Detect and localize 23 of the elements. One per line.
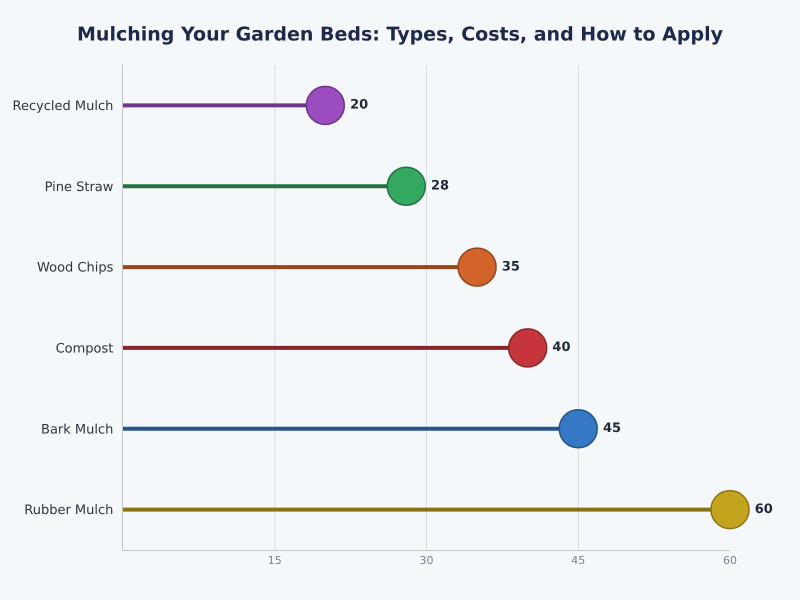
chart-title: Mulching Your Garden Beds: Types, Costs, and How to Apply: [77, 23, 724, 46]
data-label: 20: [350, 98, 368, 113]
x-tick-label: 30: [420, 554, 434, 568]
point: [457, 247, 497, 287]
y-tick-label: Bark Mulch: [41, 422, 114, 438]
point: [386, 166, 426, 206]
data-label: 45: [603, 421, 622, 436]
point: [306, 86, 346, 126]
data-label: 35: [502, 259, 520, 274]
y-tick-label: Wood Chips: [37, 260, 114, 276]
point: [508, 328, 548, 368]
data-label: 28: [431, 178, 450, 194]
y-tick-label: Recycled Mulch: [12, 98, 114, 114]
y-tick-label: Pine Straw: [44, 180, 114, 195]
point: [710, 490, 750, 530]
x-tick-label: 45: [571, 554, 586, 568]
y-tick-label: Compost: [56, 341, 114, 356]
data-label: 40: [552, 340, 571, 356]
point: [558, 409, 598, 448]
x-tick-label: 15: [268, 554, 282, 568]
data-label: 60: [754, 502, 773, 517]
x-tick-label: 60: [723, 554, 737, 568]
y-tick-label: Rubber Mulch: [24, 503, 114, 518]
